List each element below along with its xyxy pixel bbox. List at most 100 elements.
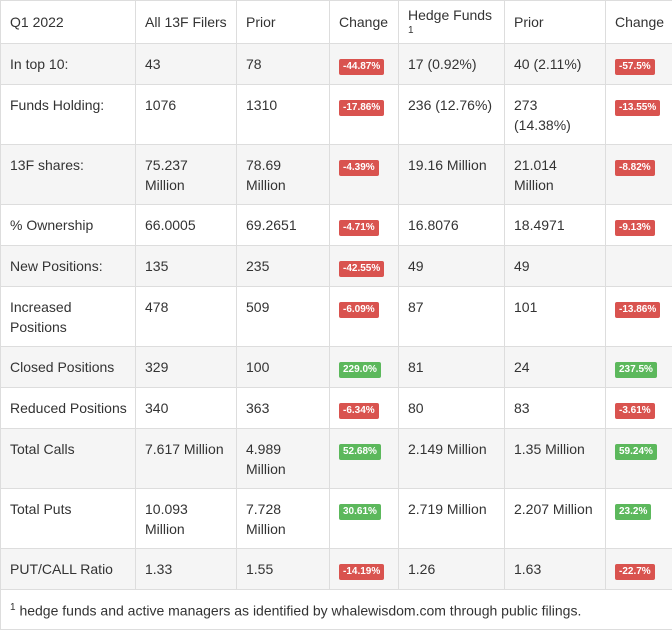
all-filers-value: 66.0005 <box>136 205 237 246</box>
row-label: Total Calls <box>1 429 136 489</box>
hf-prior-value: 21.014 Million <box>505 145 606 205</box>
change-badge: -6.34% <box>339 403 379 419</box>
change-cell: 52.68% <box>330 429 399 489</box>
hf-change-badge: 237.5% <box>615 362 657 378</box>
hf-change-cell: -22.7% <box>606 549 672 590</box>
prior-value: 509 <box>237 287 330 347</box>
footnote-marker: 1 <box>408 25 496 37</box>
hf-change-badge: 0.0% <box>615 261 646 277</box>
prior-value: 363 <box>237 388 330 429</box>
hf-change-cell: 237.5% <box>606 347 672 388</box>
change-cell: 229.0% <box>330 347 399 388</box>
hf-change-badge: -9.13% <box>615 220 655 236</box>
hf-prior-value: 49 <box>505 246 606 287</box>
change-badge: -4.39% <box>339 160 379 176</box>
hf-change-cell: -13.55% <box>606 85 672 145</box>
change-badge: -44.87% <box>339 59 384 75</box>
row-label: PUT/CALL Ratio <box>1 549 136 590</box>
hedge-funds-value: 81 <box>399 347 505 388</box>
hf-change-badge: 23.2% <box>615 504 651 520</box>
change-cell: -14.19% <box>330 549 399 590</box>
row-label: Total Puts <box>1 489 136 549</box>
row-label: New Positions: <box>1 246 136 287</box>
change-cell: -6.34% <box>330 388 399 429</box>
change-badge: 52.68% <box>339 444 381 460</box>
hedge-funds-value: 16.8076 <box>399 205 505 246</box>
prior-value: 69.2651 <box>237 205 330 246</box>
all-filers-value: 1076 <box>136 85 237 145</box>
prior-value: 78.69 Million <box>237 145 330 205</box>
row-label: 13F shares: <box>1 145 136 205</box>
all-filers-value: 10.093 Million <box>136 489 237 549</box>
all-filers-value: 43 <box>136 44 237 85</box>
hf-change-badge: -57.5% <box>615 59 655 75</box>
row-label: Closed Positions <box>1 347 136 388</box>
change-badge: -17.86% <box>339 100 384 116</box>
prior-header: Prior <box>237 1 330 44</box>
hf-prior-header: Prior <box>505 1 606 44</box>
hedge-funds-value: 80 <box>399 388 505 429</box>
change-badge: -4.71% <box>339 220 379 236</box>
hf-change-cell: 59.24% <box>606 429 672 489</box>
row-label: Funds Holding: <box>1 85 136 145</box>
hf-change-cell: 23.2% <box>606 489 672 549</box>
hf-change-cell: -8.82% <box>606 145 672 205</box>
hf-prior-value: 1.63 <box>505 549 606 590</box>
hedge-funds-value: 2.149 Million <box>399 429 505 489</box>
hf-prior-value: 1.35 Million <box>505 429 606 489</box>
hedge-funds-header: Hedge Funds 1 <box>399 1 505 44</box>
change-badge: -6.09% <box>339 302 379 318</box>
hedge-funds-value: 49 <box>399 246 505 287</box>
hf-change-cell: -9.13% <box>606 205 672 246</box>
hf-prior-value: 24 <box>505 347 606 388</box>
footnote-text: hedge funds and active managers as ident… <box>16 603 582 619</box>
hf-prior-value: 18.4971 <box>505 205 606 246</box>
all-filers-value: 135 <box>136 246 237 287</box>
quarter-header: Q1 2022 <box>1 1 136 44</box>
all-filers-value: 7.617 Million <box>136 429 237 489</box>
hedge-funds-value: 236 (12.76%) <box>399 85 505 145</box>
hedge-funds-label: Hedge Funds <box>408 7 492 23</box>
header-row: Q1 2022 All 13F Filers Prior Change Hedg… <box>1 1 672 44</box>
prior-value: 1.55 <box>237 549 330 590</box>
change-cell: -4.71% <box>330 205 399 246</box>
hedge-funds-value: 87 <box>399 287 505 347</box>
hf-change-badge: -13.86% <box>615 302 660 318</box>
hf-change-cell: -57.5% <box>606 44 672 85</box>
hf-change-cell: -3.61% <box>606 388 672 429</box>
hf-prior-value: 2.207 Million <box>505 489 606 549</box>
all-filers-value: 1.33 <box>136 549 237 590</box>
prior-value: 235 <box>237 246 330 287</box>
row-label: Increased Positions <box>1 287 136 347</box>
prior-value: 78 <box>237 44 330 85</box>
hedge-funds-value: 1.26 <box>399 549 505 590</box>
all-filers-header: All 13F Filers <box>136 1 237 44</box>
hedge-funds-value: 17 (0.92%) <box>399 44 505 85</box>
hf-change-badge: -3.61% <box>615 403 655 419</box>
change-badge: 30.61% <box>339 504 381 520</box>
change-cell: -44.87% <box>330 44 399 85</box>
all-filers-value: 478 <box>136 287 237 347</box>
hf-change-badge: -13.55% <box>615 100 660 116</box>
hf-prior-value: 101 <box>505 287 606 347</box>
prior-value: 4.989 Million <box>237 429 330 489</box>
hf-change-header: Change <box>606 1 672 44</box>
row-label: In top 10: <box>1 44 136 85</box>
hf-prior-value: 83 <box>505 388 606 429</box>
row-label: Reduced Positions <box>1 388 136 429</box>
prior-value: 100 <box>237 347 330 388</box>
hedge-funds-value: 2.719 Million <box>399 489 505 549</box>
change-cell: -4.39% <box>330 145 399 205</box>
change-header: Change <box>330 1 399 44</box>
